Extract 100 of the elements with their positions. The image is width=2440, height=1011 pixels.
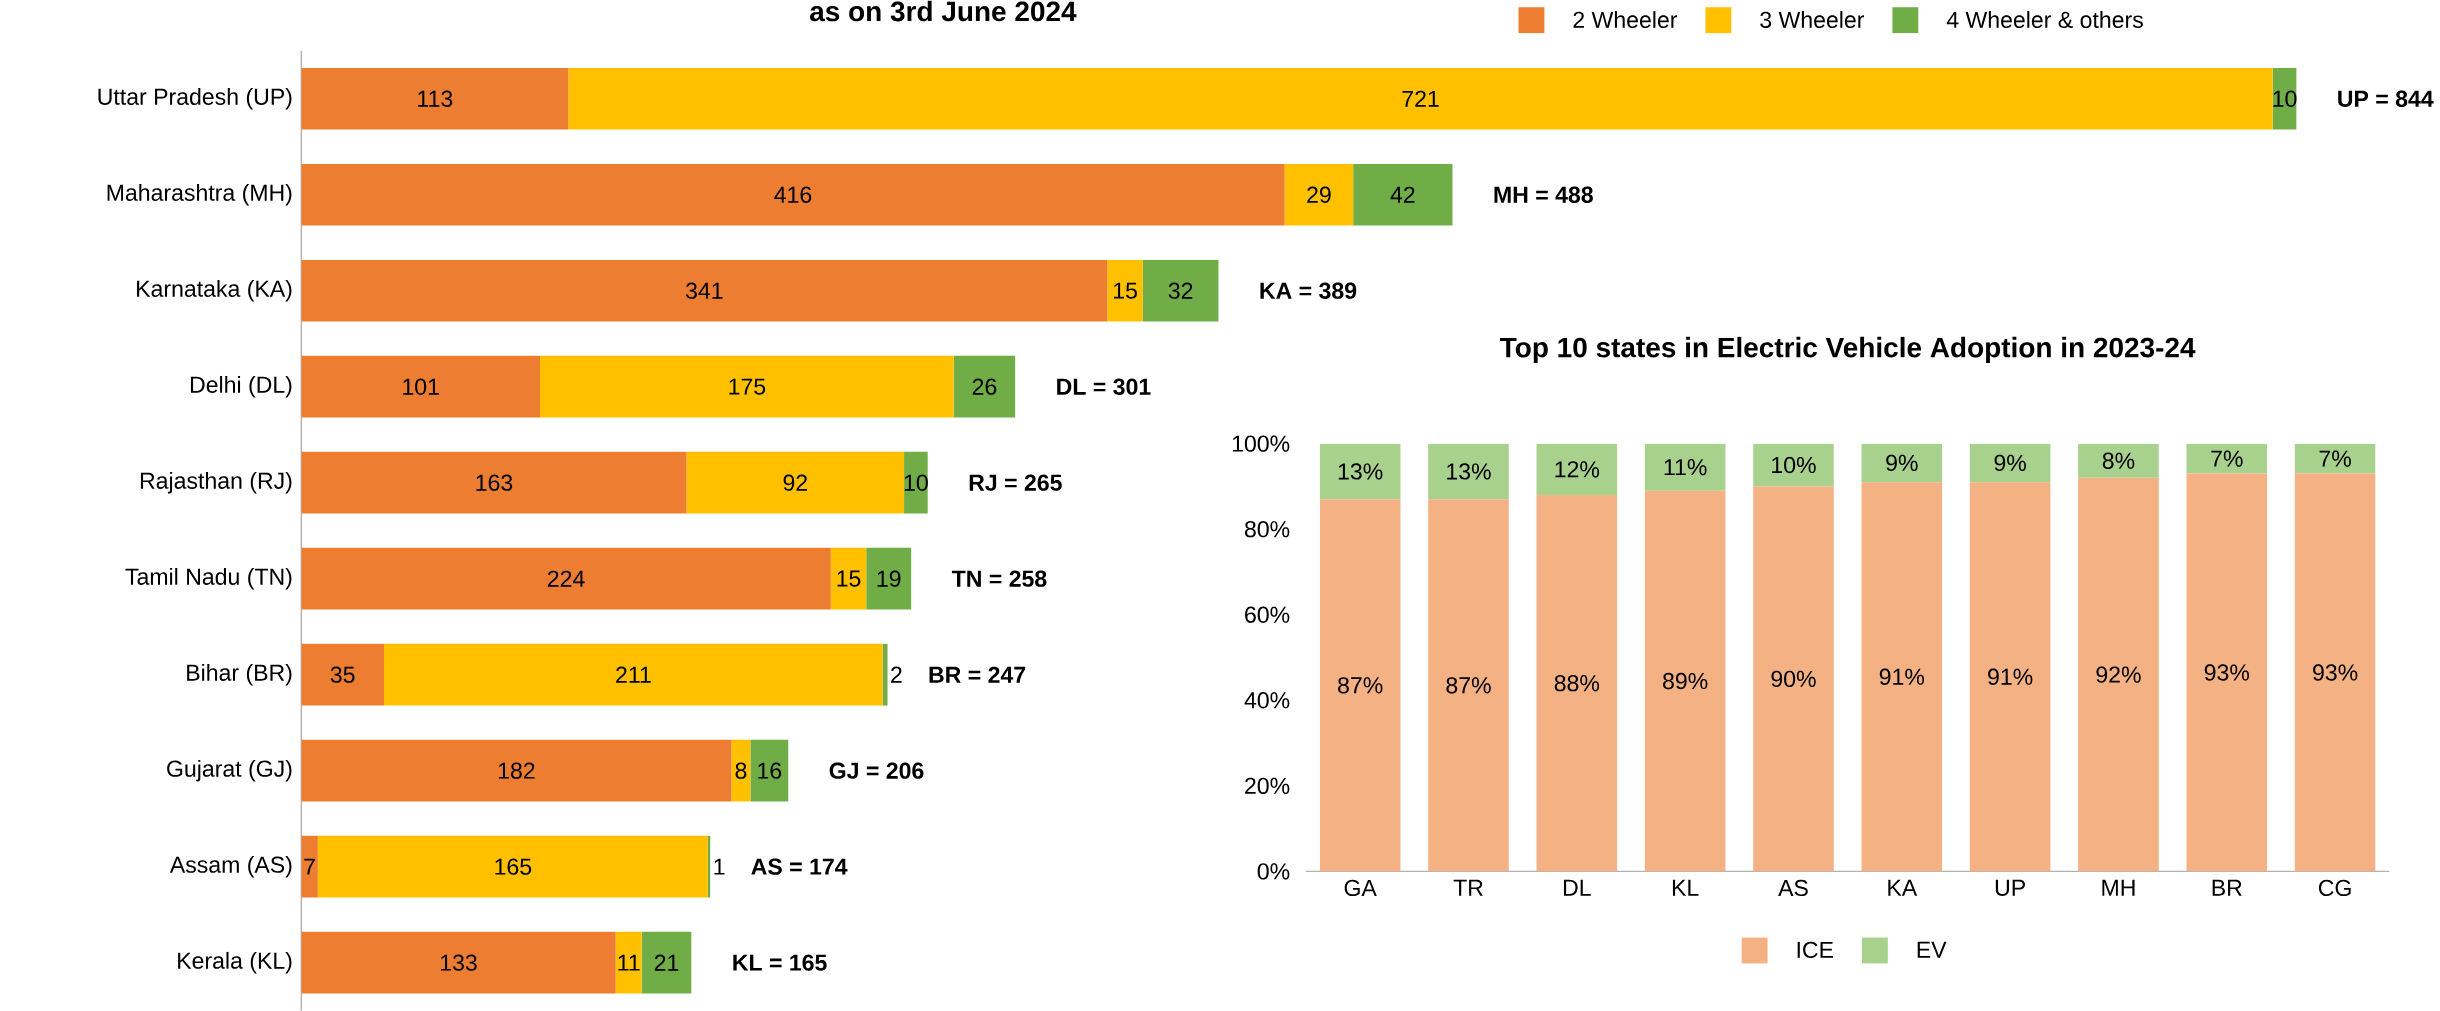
data-label: 9% xyxy=(1886,454,1918,472)
bar xyxy=(1428,499,1509,872)
total-label: AS = 174 xyxy=(751,858,848,876)
data-label: 91% xyxy=(1988,668,2033,686)
data-label: 87% xyxy=(1446,677,1491,694)
data-label: 88% xyxy=(1554,675,1600,692)
bar xyxy=(2294,443,2376,474)
y-tick-label: Delhi (DL) xyxy=(190,376,292,398)
total-label: DL = 301 xyxy=(1057,378,1151,396)
data-label: 165 xyxy=(495,858,532,875)
bar xyxy=(2186,443,2268,474)
data-label: 9% xyxy=(1994,454,2026,472)
bar xyxy=(1753,443,1834,487)
x-tick-label: MH xyxy=(2102,879,2135,896)
data-label: 113 xyxy=(418,90,453,108)
total-label: RJ = 265 xyxy=(969,474,1062,492)
bar xyxy=(301,932,616,994)
data-label: 42 xyxy=(1390,186,1415,203)
bar xyxy=(750,740,789,802)
bar xyxy=(2078,443,2159,479)
data-label: 133 xyxy=(441,954,477,971)
x-tick-label: GA xyxy=(1344,879,1377,897)
bar xyxy=(301,260,1108,322)
data-label: 13% xyxy=(1447,463,1491,480)
x-tick-label: KL xyxy=(1672,879,1699,896)
bar xyxy=(1319,443,1401,500)
y-tick-label: 60% xyxy=(1245,606,1290,624)
bar xyxy=(1284,164,1354,226)
bar xyxy=(866,548,912,610)
bar xyxy=(641,932,692,994)
data-label: 7% xyxy=(2319,450,2351,467)
data-label: 224 xyxy=(547,570,585,587)
data-label: 15 xyxy=(837,570,861,587)
data-label: 26 xyxy=(972,378,997,396)
bar xyxy=(686,452,905,514)
bar xyxy=(1969,482,2051,872)
data-label: 10 xyxy=(904,474,928,492)
bar xyxy=(1107,260,1143,322)
data-label: 90% xyxy=(1771,670,1816,688)
bar xyxy=(301,548,831,610)
x-tick-label: KA xyxy=(1888,879,1918,896)
data-label: 29 xyxy=(1307,186,1331,204)
data-label: 8% xyxy=(2102,452,2135,470)
legend-label: 4 Wheeler & others xyxy=(1946,11,2143,29)
data-label: 7% xyxy=(2211,450,2243,467)
bar xyxy=(2294,473,2376,872)
chart-title: as on 3rd June 2024 xyxy=(810,0,1077,22)
y-tick-label: 40% xyxy=(1244,692,1290,709)
bar xyxy=(317,836,708,898)
bar xyxy=(615,932,642,994)
bar xyxy=(2186,473,2268,872)
data-label: 13% xyxy=(1338,463,1383,480)
bar xyxy=(301,164,1285,226)
data-label: 163 xyxy=(476,474,513,492)
bar xyxy=(301,644,385,706)
data-label: 19 xyxy=(877,570,901,588)
data-label: 92 xyxy=(783,474,808,492)
bar xyxy=(301,836,318,898)
bar xyxy=(1353,164,1453,226)
bar xyxy=(1142,260,1219,322)
data-label: 101 xyxy=(403,378,439,396)
bar xyxy=(2078,478,2159,872)
bar xyxy=(301,356,541,418)
bar xyxy=(1969,443,2051,483)
chart-title: Top 10 states in Electric Vehicle Adoption in 2023-24 xyxy=(1500,337,2196,364)
data-label: 10% xyxy=(1772,457,1816,474)
bar xyxy=(384,644,883,706)
data-label: 7 xyxy=(304,858,315,875)
data-label: 211 xyxy=(616,666,651,683)
bar xyxy=(568,68,2273,130)
bar xyxy=(1536,443,1618,496)
y-tick-label: Karnataka (KA) xyxy=(137,280,292,302)
data-label: 93% xyxy=(2313,664,2358,681)
y-tick-label: 100% xyxy=(1232,435,1290,452)
y-tick-label: 20% xyxy=(1245,777,1290,795)
y-tick-label: Maharashtra (MH) xyxy=(107,184,292,206)
y-tick-label: 0% xyxy=(1257,863,1290,880)
data-label: 2 xyxy=(891,666,902,683)
y-tick-label: 80% xyxy=(1244,521,1290,538)
data-label: 89% xyxy=(1663,673,1708,690)
bar xyxy=(830,548,867,610)
bar xyxy=(1644,443,1726,491)
y-tick-label: Assam (AS) xyxy=(169,856,292,878)
bar xyxy=(540,356,954,418)
legend-label: 2 Wheeler xyxy=(1573,11,1678,29)
legend-label: EV xyxy=(1917,941,1947,958)
bar xyxy=(953,356,1016,418)
y-tick-label: Tamil Nadu (TN) xyxy=(125,568,292,590)
data-label: 16 xyxy=(758,762,782,780)
data-label: 15 xyxy=(1114,282,1137,299)
x-tick-label: AS xyxy=(1778,879,1808,897)
bar xyxy=(1861,443,1943,483)
data-label: 35 xyxy=(330,666,355,684)
total-label: KA = 389 xyxy=(1260,282,1357,300)
total-label: UP = 844 xyxy=(2338,90,2434,108)
data-label: 92% xyxy=(2096,666,2141,683)
x-tick-label: BR xyxy=(2212,879,2242,896)
total-label: BR = 247 xyxy=(929,666,1026,683)
bar xyxy=(301,740,732,802)
data-label: 91% xyxy=(1879,668,1925,686)
